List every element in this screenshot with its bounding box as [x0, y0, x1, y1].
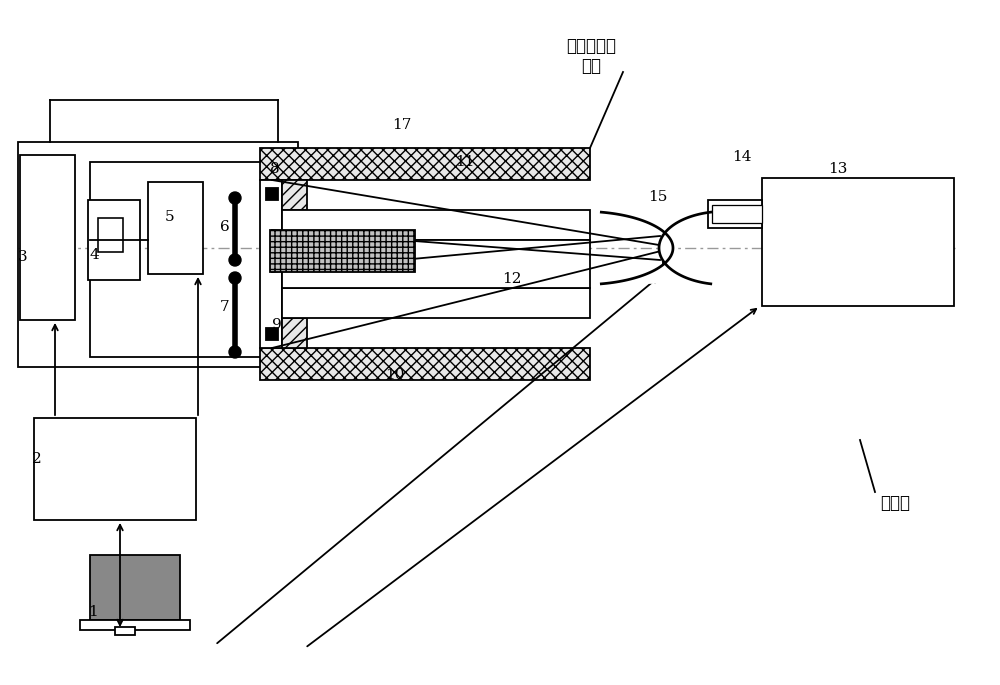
Bar	[266, 188, 278, 200]
Text: 11: 11	[455, 155, 475, 169]
Text: 3: 3	[18, 250, 28, 264]
Circle shape	[229, 254, 241, 266]
Bar	[90, 555, 180, 620]
Bar	[708, 200, 762, 228]
Text: 12: 12	[502, 272, 522, 286]
Bar	[712, 205, 762, 223]
Text: 1: 1	[88, 605, 98, 619]
Bar	[115, 627, 135, 635]
Bar	[260, 348, 590, 380]
Text: 7: 7	[220, 300, 230, 314]
Text: 13: 13	[828, 162, 847, 176]
Text: 4: 4	[90, 248, 100, 262]
Text: 6: 6	[220, 220, 230, 234]
Text: 9: 9	[272, 318, 282, 332]
Text: 8: 8	[270, 162, 280, 176]
Bar	[762, 178, 954, 306]
Bar	[34, 418, 196, 520]
Bar	[98, 218, 123, 252]
Text: 17: 17	[392, 118, 411, 132]
Bar	[282, 180, 307, 210]
Polygon shape	[601, 212, 711, 284]
Bar	[270, 230, 415, 272]
Text: 中轴线: 中轴线	[880, 495, 910, 512]
Bar	[260, 180, 282, 348]
Bar	[282, 318, 307, 348]
Circle shape	[229, 346, 241, 358]
Text: 10: 10	[385, 368, 404, 382]
Bar	[282, 240, 590, 288]
Text: 15: 15	[648, 190, 667, 204]
Bar	[18, 142, 298, 367]
Bar	[20, 155, 75, 320]
Bar	[282, 288, 590, 318]
Bar	[282, 210, 590, 240]
Circle shape	[229, 192, 241, 204]
Text: 14: 14	[732, 150, 752, 164]
Text: 聚焦后的激
光束: 聚焦后的激 光束	[566, 38, 616, 75]
Bar	[80, 620, 190, 630]
Bar	[148, 182, 203, 274]
Bar	[88, 200, 140, 280]
Bar	[260, 148, 590, 180]
Text: 5: 5	[165, 210, 175, 224]
Bar	[266, 328, 278, 340]
Text: 2: 2	[32, 452, 42, 466]
Bar	[90, 162, 290, 357]
Circle shape	[229, 272, 241, 284]
